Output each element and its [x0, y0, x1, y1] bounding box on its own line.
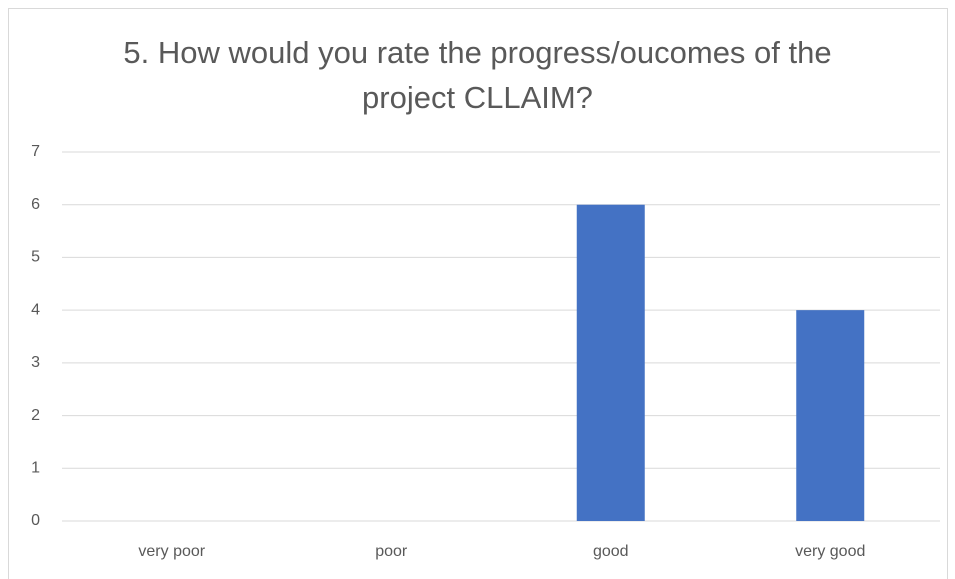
y-tick-label: 0	[31, 512, 40, 529]
y-tick-label: 1	[31, 460, 40, 477]
x-tick-label: very poor	[138, 543, 205, 560]
chart-frame	[8, 8, 948, 579]
y-tick-label: 3	[31, 354, 40, 371]
bar	[796, 310, 865, 521]
y-tick-label: 4	[31, 301, 40, 318]
x-tick-label: good	[593, 543, 629, 560]
y-tick-label: 7	[31, 143, 40, 160]
y-tick-label: 2	[31, 407, 40, 424]
y-tick-label: 6	[31, 196, 40, 213]
bar	[576, 204, 645, 521]
x-tick-label: very good	[795, 543, 865, 560]
y-tick-label: 5	[31, 249, 40, 266]
chart-title: 5. How would you rate the progress/oucom…	[123, 35, 832, 115]
x-tick-label: poor	[375, 543, 408, 560]
